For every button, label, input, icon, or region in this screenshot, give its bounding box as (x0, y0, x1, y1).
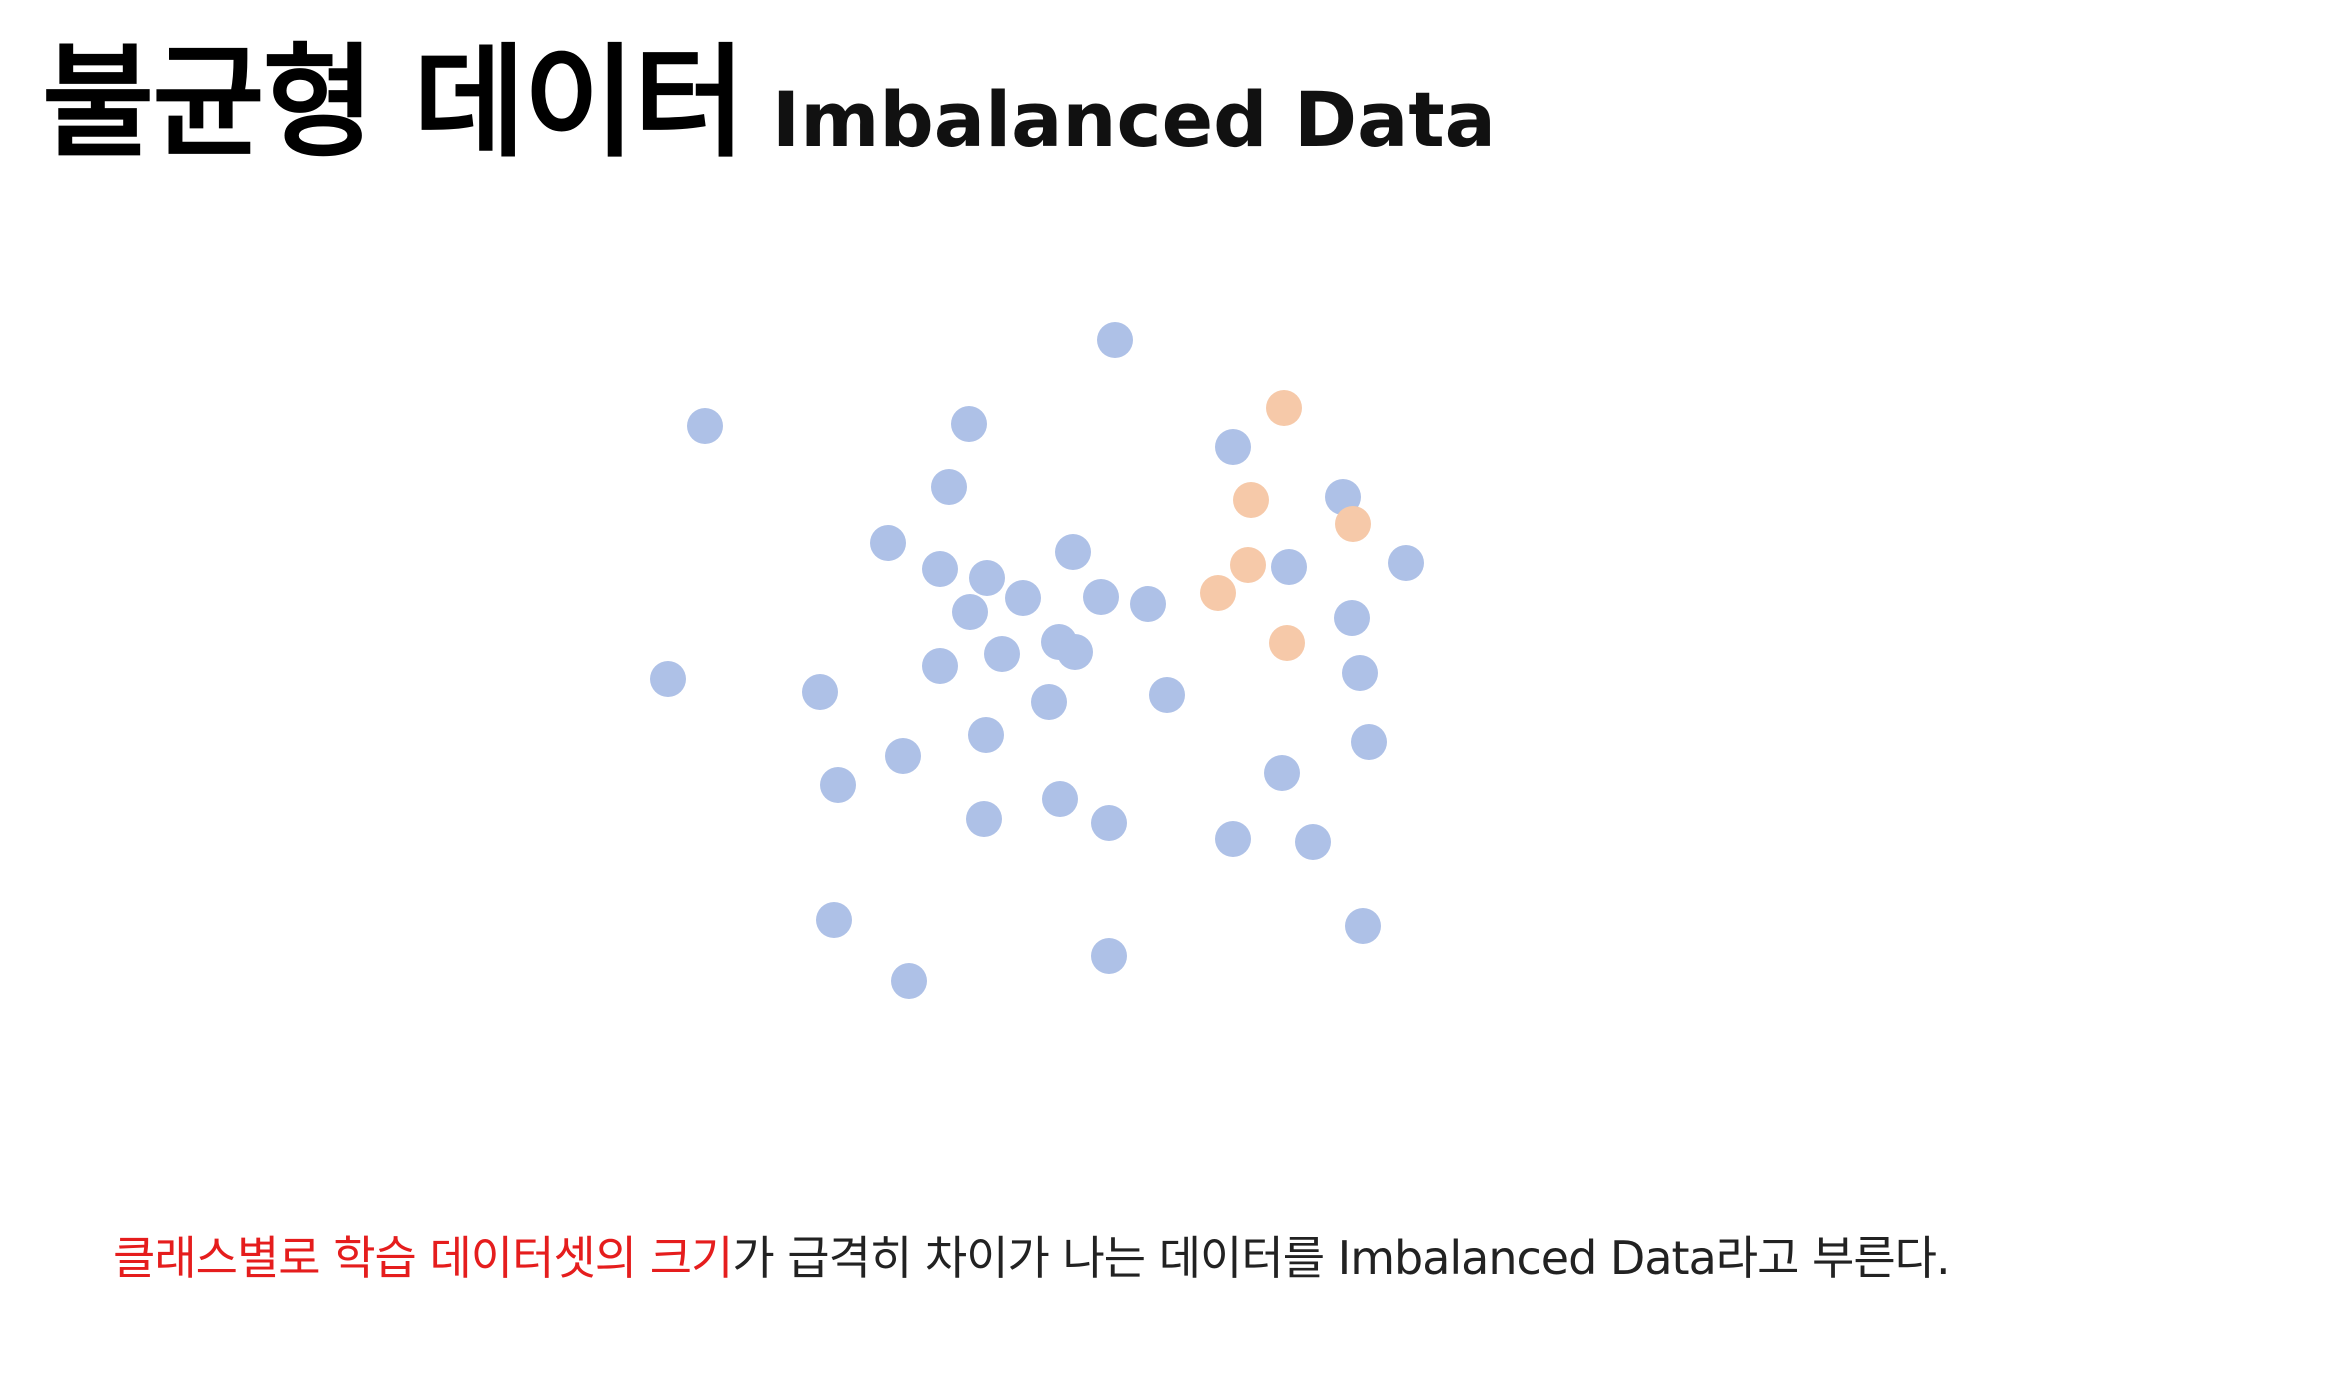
caption: 클래스별로 학습 데이터셋의 크기가 급격히 차이가 나는 데이터를 Imbal… (113, 1222, 1951, 1288)
minority-point (1269, 625, 1305, 661)
majority-point (650, 661, 686, 697)
majority-point (816, 902, 852, 938)
majority-point (1031, 684, 1067, 720)
majority-point (1264, 755, 1300, 791)
majority-point (966, 801, 1002, 837)
majority-point (1271, 549, 1307, 585)
majority-point (969, 560, 1005, 596)
majority-point (1057, 634, 1093, 670)
majority-point (891, 963, 927, 999)
minority-point (1200, 575, 1236, 611)
majority-point (1005, 580, 1041, 616)
majority-point (952, 594, 988, 630)
majority-point (1149, 677, 1185, 713)
majority-point (1042, 781, 1078, 817)
majority-point (1091, 938, 1127, 974)
majority-point (1097, 322, 1133, 358)
majority-point (1388, 545, 1424, 581)
majority-point (1215, 429, 1251, 465)
majority-point (1325, 479, 1361, 515)
minority-point (1335, 506, 1371, 542)
majority-point (1295, 824, 1331, 860)
majority-point (802, 674, 838, 710)
majority-point (1091, 805, 1127, 841)
majority-point (931, 469, 967, 505)
minority-point (1266, 390, 1302, 426)
majority-point (870, 525, 906, 561)
majority-point (984, 636, 1020, 672)
majority-point (922, 551, 958, 587)
majority-point (1345, 908, 1381, 944)
majority-point (1351, 724, 1387, 760)
page-title: 불균형 데이터 Imbalanced Data (42, 14, 1496, 164)
majority-point (1083, 579, 1119, 615)
minority-point (1230, 547, 1266, 583)
majority-point (922, 648, 958, 684)
majority-point (1055, 534, 1091, 570)
majority-point (820, 767, 856, 803)
majority-point (1130, 586, 1166, 622)
majority-point (951, 406, 987, 442)
majority-point (1215, 821, 1251, 857)
majority-point (1334, 600, 1370, 636)
caption-highlight: 클래스별로 학습 데이터셋의 크기 (113, 1231, 733, 1285)
majority-point (885, 738, 921, 774)
caption-rest: 가 급격히 차이가 나는 데이터를 Imbalanced Data라고 부른다. (732, 1231, 1950, 1285)
majority-point (1342, 655, 1378, 691)
title-korean: 불균형 데이터 (42, 32, 746, 174)
minority-point (1233, 482, 1269, 518)
title-english: Imbalanced Data (771, 75, 1496, 164)
majority-point (687, 408, 723, 444)
majority-point (968, 717, 1004, 753)
